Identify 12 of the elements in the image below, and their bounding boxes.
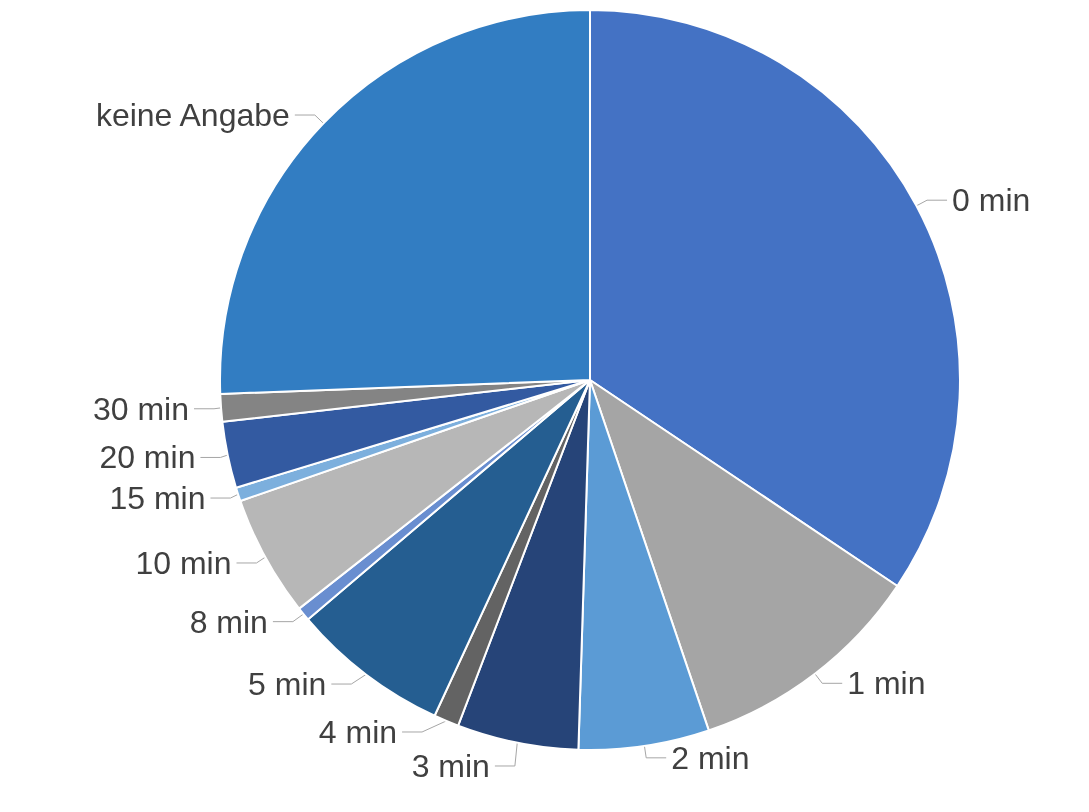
slice-label: 20 min [99, 439, 196, 476]
slice-label: 30 min [92, 390, 190, 427]
slice-label: 0 min [952, 182, 1031, 219]
slice-label: 2 min [671, 739, 750, 776]
slice-label: 10 min [135, 544, 232, 581]
slice-label: 1 min [847, 665, 926, 702]
slice-label: 15 min [109, 480, 206, 517]
slice-label: 4 min [318, 714, 398, 750]
slice-label: 3 min [411, 748, 490, 784]
slice-label: 8 min [189, 603, 268, 640]
slice-label: 5 min [248, 666, 327, 703]
slice-label: keine Angabe [95, 97, 290, 134]
